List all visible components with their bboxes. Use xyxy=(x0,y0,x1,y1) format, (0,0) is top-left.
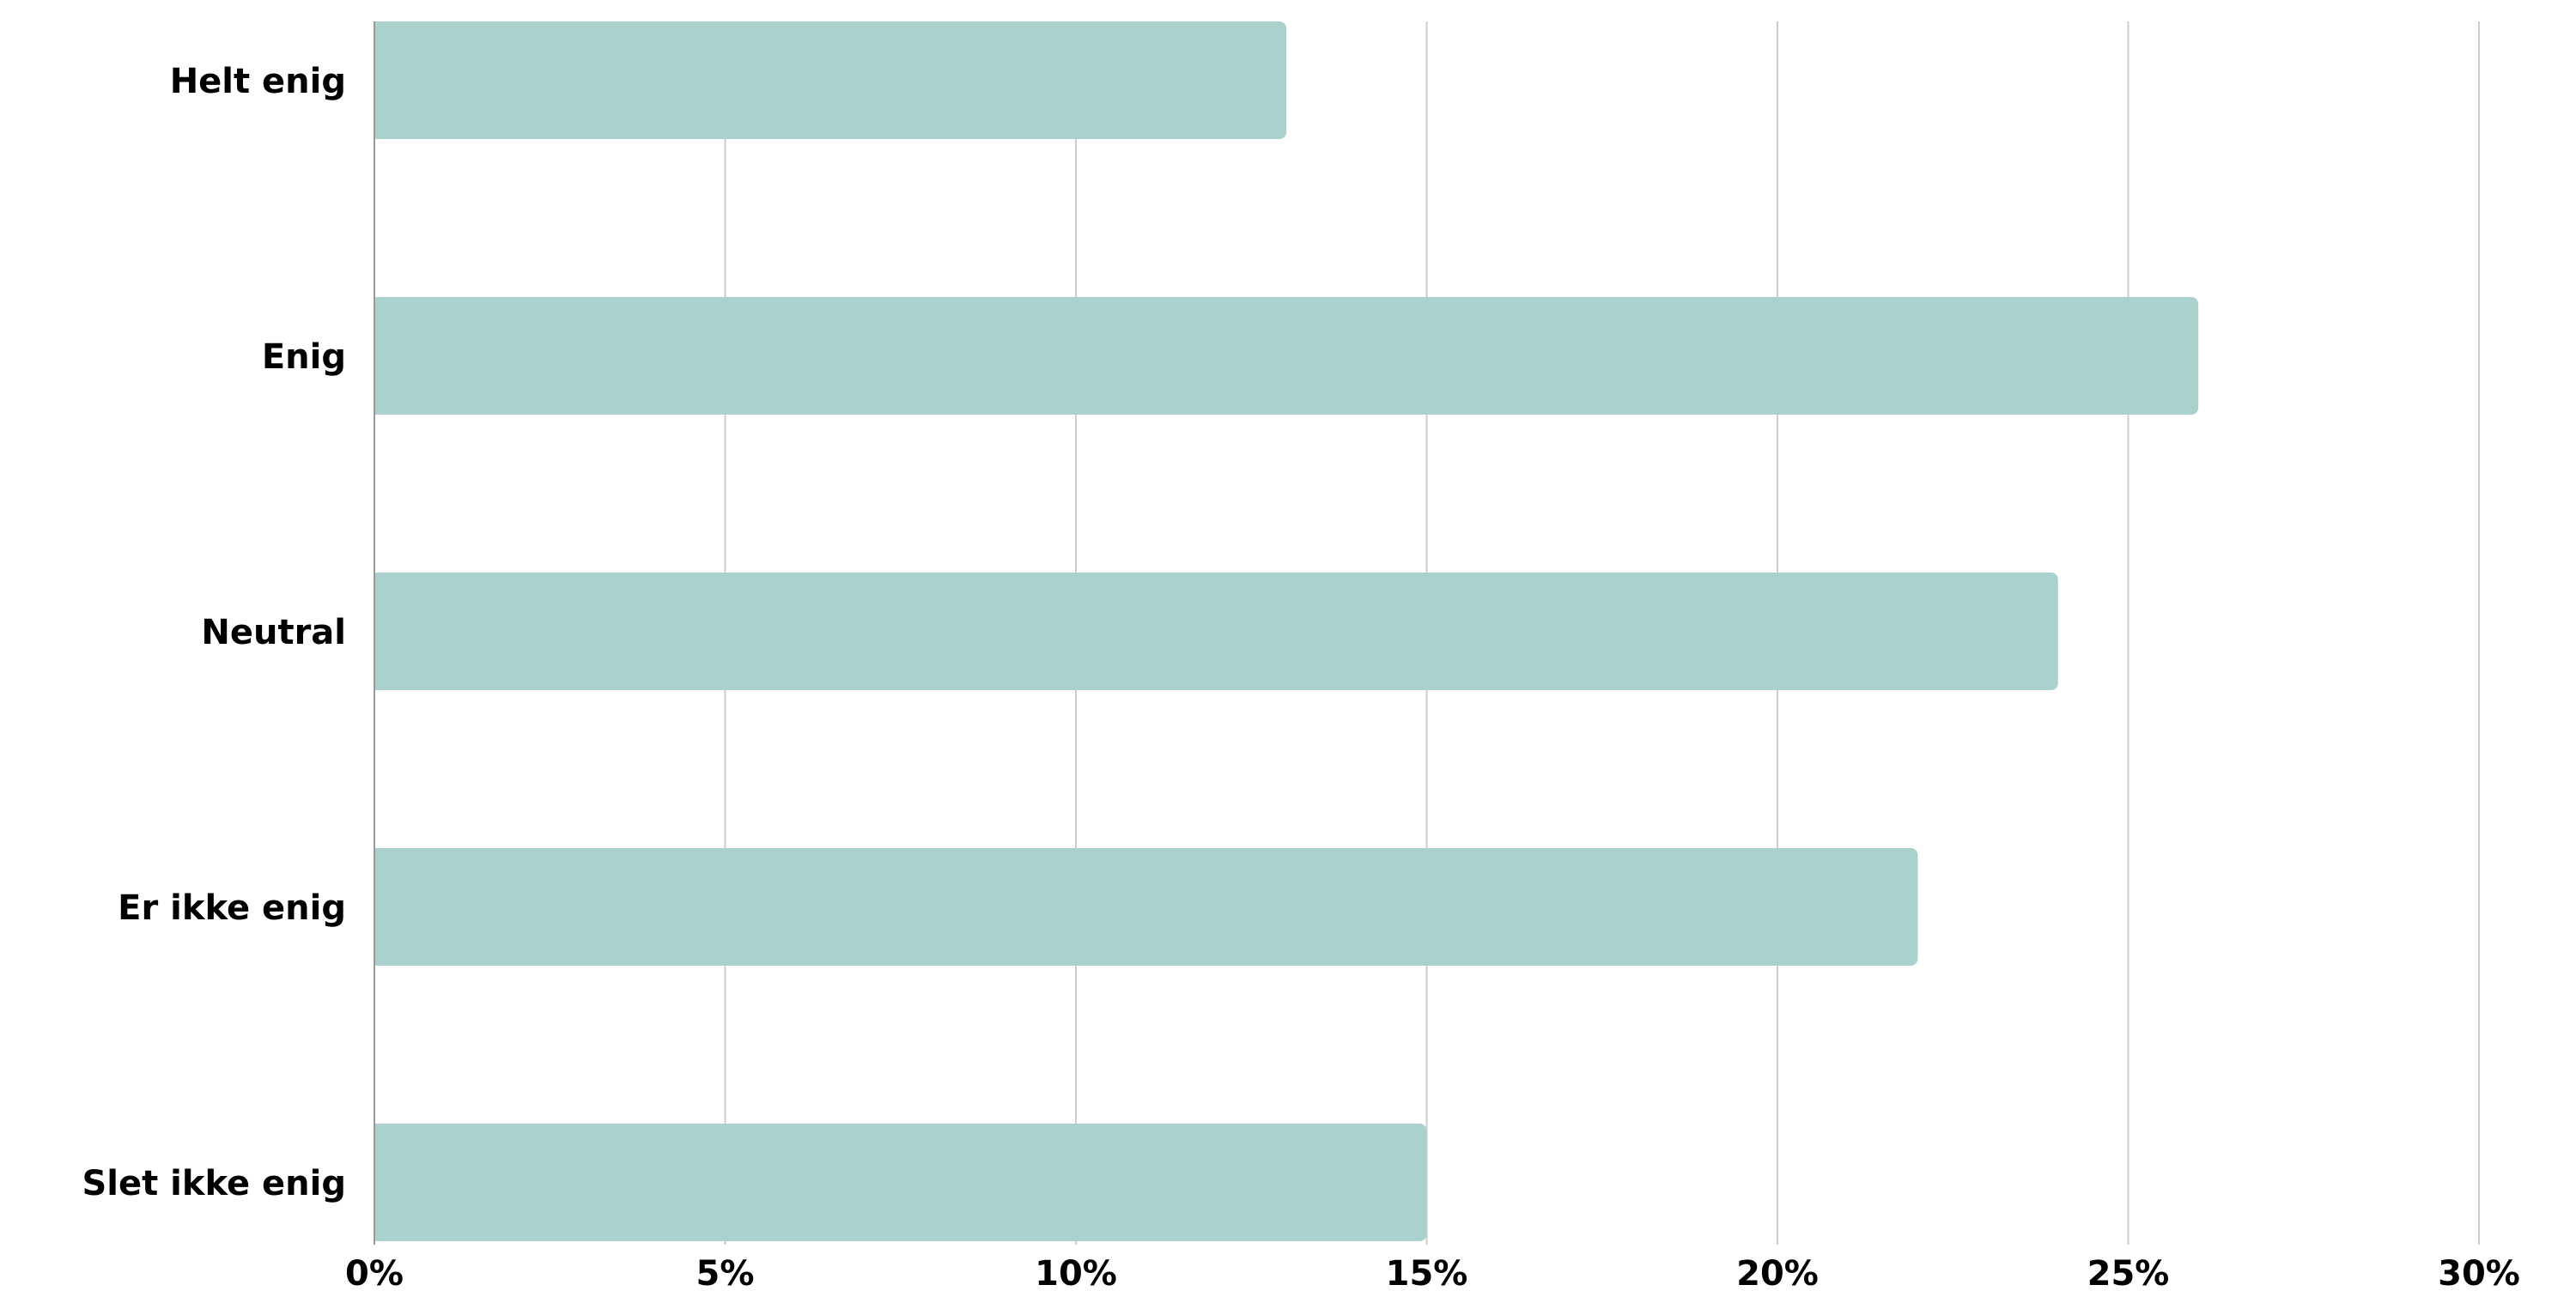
x-tick-label-3: 15% xyxy=(1386,1254,1468,1288)
x-tick-label-5: 25% xyxy=(2087,1254,2170,1288)
category-label-3: Er ikke enig xyxy=(118,888,346,928)
category-label-4: Slet ikke enig xyxy=(82,1164,346,1203)
category-label-1: Enig xyxy=(262,337,346,377)
x-tick-label-2: 10% xyxy=(1035,1254,1117,1288)
category-label-2: Neutral xyxy=(201,613,346,652)
x-tick-label-4: 20% xyxy=(1736,1254,1819,1288)
bar-0-base xyxy=(374,21,385,139)
bar-1-base xyxy=(374,297,385,415)
bar-1 xyxy=(374,297,2199,415)
bar-0 xyxy=(374,21,1287,139)
bar-2-base xyxy=(374,573,385,690)
bar-4-base xyxy=(374,1124,385,1241)
label-layer: Helt enig Enig Neutral Er ikke enig Slet ikk… xyxy=(82,62,2520,1291)
x-tick-label-1: 5% xyxy=(696,1254,755,1288)
bar-2 xyxy=(374,573,2058,690)
bar-4 xyxy=(374,1124,1427,1241)
category-label-0: Helt enig xyxy=(170,62,346,101)
bar-layer xyxy=(374,21,2199,1241)
bar-3-base xyxy=(374,848,385,966)
x-tick-label-0: 0% xyxy=(345,1254,404,1288)
bar-3 xyxy=(374,848,1918,966)
x-tick-label-6: 30% xyxy=(2438,1254,2520,1288)
